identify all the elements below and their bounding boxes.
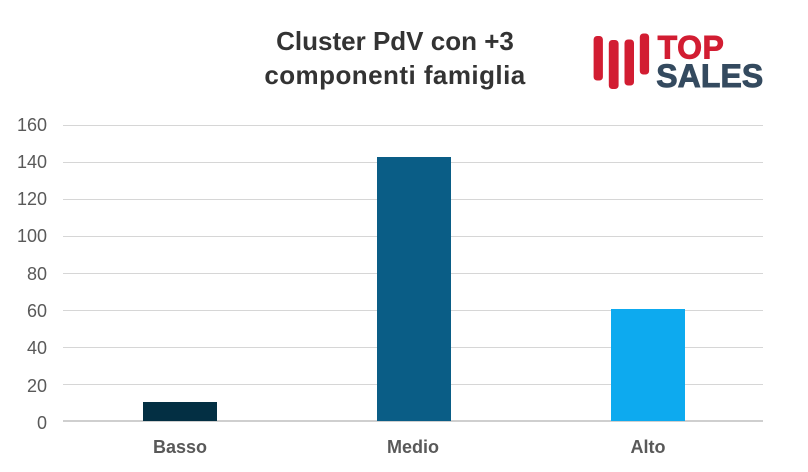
svg-text:TOP: TOP <box>658 30 725 66</box>
svg-text:SALES: SALES <box>656 58 763 94</box>
